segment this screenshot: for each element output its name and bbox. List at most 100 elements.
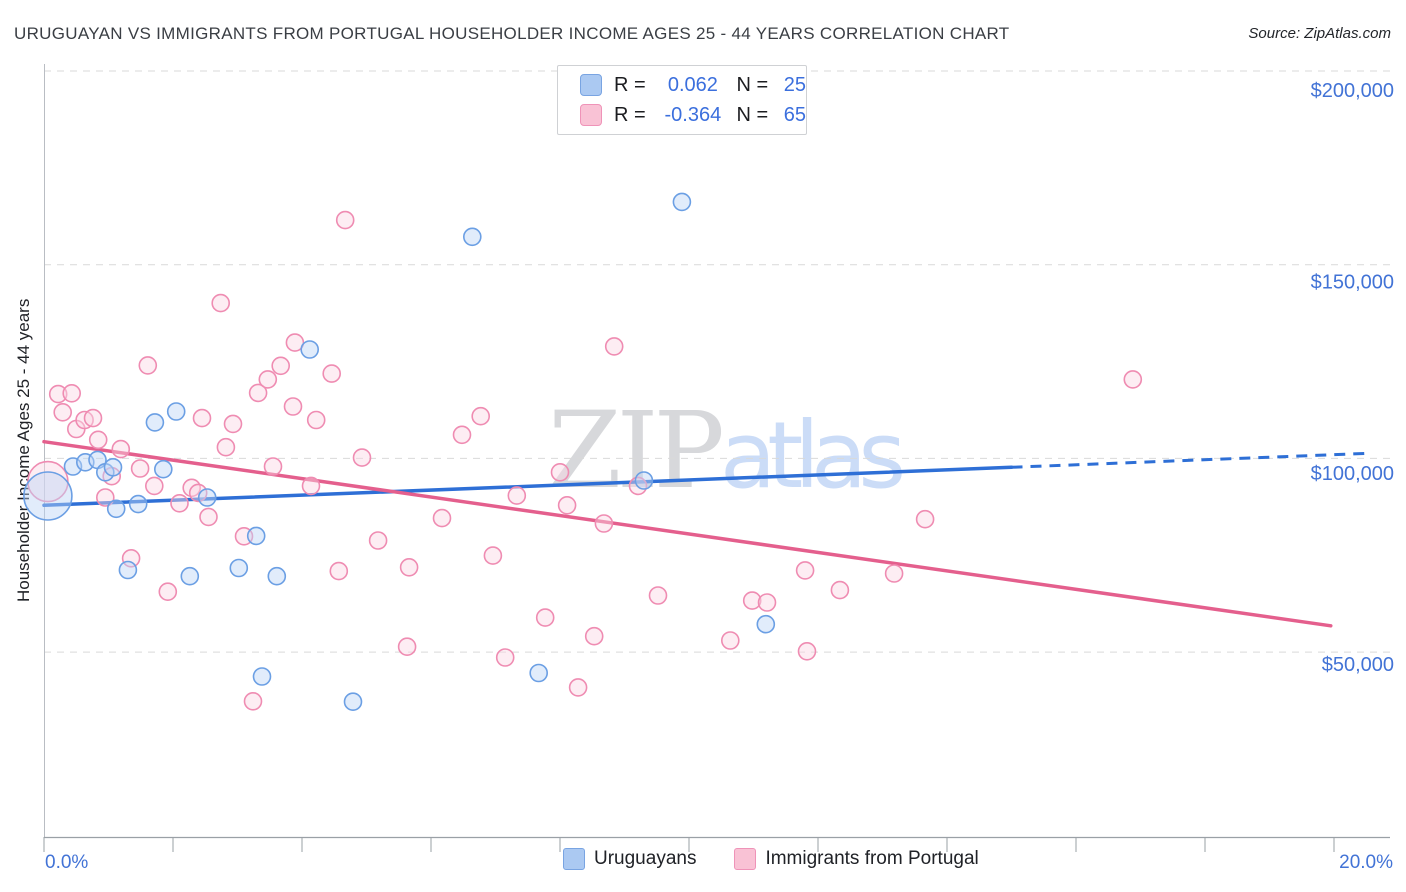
r-value-portugal: -0.364 xyxy=(664,103,722,126)
legend-label-portugal: Immigrants from Portugal xyxy=(765,848,979,869)
data-point-immigrants-from-portugal xyxy=(568,678,588,697)
correlation-stats-legend: R = 0.062 N = 25 R = -0.364 N = 65 xyxy=(557,65,807,135)
data-point-uruguayans xyxy=(180,566,200,586)
data-point-immigrants-from-portugal xyxy=(211,293,230,313)
data-point-immigrants-from-portugal xyxy=(757,593,777,612)
r-label: R = xyxy=(614,103,652,126)
legend-item-uruguayans: Uruguayans xyxy=(563,848,696,870)
source-attribution: Source: ZipAtlas.com xyxy=(1248,25,1391,42)
data-point-immigrants-from-portugal xyxy=(158,582,178,602)
data-point-uruguayans xyxy=(23,471,73,521)
trend-line-extension xyxy=(1011,451,1367,469)
data-point-immigrants-from-portugal xyxy=(557,495,577,515)
data-point-uruguayans xyxy=(252,667,272,686)
data-point-uruguayans xyxy=(166,402,186,421)
n-label: N = xyxy=(736,103,774,126)
n-value-portugal: 65 xyxy=(783,103,806,126)
data-point-immigrants-from-portugal xyxy=(550,462,570,482)
data-point-immigrants-from-portugal xyxy=(399,557,419,577)
data-point-immigrants-from-portugal xyxy=(884,564,904,583)
r-label: R = xyxy=(614,73,652,96)
n-label: N = xyxy=(736,73,774,96)
data-point-immigrants-from-portugal xyxy=(53,402,73,422)
data-point-immigrants-from-portugal xyxy=(283,397,303,416)
data-point-uruguayans xyxy=(343,692,363,712)
data-point-immigrants-from-portugal xyxy=(88,430,108,450)
uruguayans-swatch-icon xyxy=(563,848,585,870)
data-point-uruguayans xyxy=(634,471,654,490)
data-point-uruguayans xyxy=(229,558,249,578)
data-point-immigrants-from-portugal xyxy=(188,483,208,503)
data-point-uruguayans xyxy=(145,413,165,432)
data-point-immigrants-from-portugal xyxy=(83,408,103,428)
y-tick-label: $100,000 xyxy=(1311,463,1394,485)
source-prefix: Source: xyxy=(1248,25,1301,42)
data-point-immigrants-from-portugal xyxy=(648,586,668,605)
data-point-immigrants-from-portugal xyxy=(96,488,115,507)
data-point-uruguayans xyxy=(756,614,776,634)
data-point-uruguayans xyxy=(118,560,138,580)
data-point-immigrants-from-portugal xyxy=(604,337,624,356)
data-point-immigrants-from-portugal xyxy=(48,384,68,404)
data-point-immigrants-from-portugal xyxy=(471,406,491,426)
data-point-uruguayans xyxy=(128,494,148,514)
data-point-immigrants-from-portugal xyxy=(397,637,417,657)
data-point-immigrants-from-portugal xyxy=(301,476,321,496)
data-point-immigrants-from-portugal xyxy=(495,648,515,667)
portugal-swatch-icon xyxy=(734,848,757,870)
legend-item-portugal: Immigrants from Portugal xyxy=(734,848,979,870)
data-point-immigrants-from-portugal xyxy=(192,408,212,428)
legend-label-uruguayans: Uruguayans xyxy=(594,848,697,869)
data-point-uruguayans xyxy=(246,526,266,546)
data-point-uruguayans xyxy=(529,663,549,683)
series-legend: Uruguayans Immigrants from Portugal xyxy=(563,848,979,870)
data-point-immigrants-from-portugal xyxy=(199,507,218,527)
data-point-immigrants-from-portugal xyxy=(594,514,614,533)
data-point-immigrants-from-portugal xyxy=(329,561,349,581)
trend-line xyxy=(42,465,1014,508)
uruguayans-swatch-icon xyxy=(580,74,602,96)
portugal-swatch-icon xyxy=(580,104,602,126)
data-point-uruguayans xyxy=(672,192,692,212)
data-point-uruguayans xyxy=(154,459,173,479)
data-point-immigrants-from-portugal xyxy=(797,641,817,661)
data-point-immigrants-from-portugal xyxy=(111,439,131,459)
data-point-immigrants-from-portugal xyxy=(335,210,355,230)
stats-row-portugal: R = -0.364 N = 65 xyxy=(558,102,806,128)
data-point-immigrants-from-portugal xyxy=(170,493,189,513)
data-point-uruguayans xyxy=(462,227,482,247)
data-point-immigrants-from-portugal xyxy=(263,457,283,476)
data-point-immigrants-from-portugal xyxy=(584,626,604,646)
data-point-immigrants-from-portugal xyxy=(306,410,326,430)
data-point-immigrants-from-portugal xyxy=(720,631,740,650)
data-point-immigrants-from-portugal xyxy=(243,691,263,711)
data-point-immigrants-from-portugal xyxy=(62,383,81,403)
data-point-immigrants-from-portugal xyxy=(432,508,452,528)
data-point-immigrants-from-portugal xyxy=(248,383,268,403)
x-axis-min-label: 0.0% xyxy=(45,852,89,873)
data-point-immigrants-from-portugal xyxy=(507,486,527,505)
data-point-immigrants-from-portugal xyxy=(742,591,762,610)
x-axis-max-label: 20.0% xyxy=(1339,852,1393,873)
data-point-immigrants-from-portugal xyxy=(483,546,503,565)
data-point-immigrants-from-portugal xyxy=(138,356,158,375)
data-point-uruguayans xyxy=(300,340,320,359)
data-point-immigrants-from-portugal xyxy=(130,459,150,478)
data-point-immigrants-from-portugal xyxy=(368,531,388,550)
data-point-immigrants-from-portugal xyxy=(271,356,291,376)
data-point-immigrants-from-portugal xyxy=(830,580,850,600)
data-point-immigrants-from-portugal xyxy=(216,437,236,457)
stats-row-uruguayans: R = 0.062 N = 25 xyxy=(558,72,806,98)
y-tick-label: $200,000 xyxy=(1311,80,1394,102)
data-point-immigrants-from-portugal xyxy=(915,509,935,529)
data-point-immigrants-from-portugal xyxy=(535,608,555,627)
data-point-immigrants-from-portugal xyxy=(285,333,305,352)
data-point-immigrants-from-portugal xyxy=(795,561,815,580)
data-point-uruguayans xyxy=(267,566,287,586)
data-point-immigrants-from-portugal xyxy=(352,448,372,467)
data-point-immigrants-from-portugal xyxy=(258,370,278,389)
data-point-uruguayans xyxy=(103,457,123,477)
data-point-immigrants-from-portugal xyxy=(223,414,243,434)
data-point-immigrants-from-portugal xyxy=(322,364,342,383)
